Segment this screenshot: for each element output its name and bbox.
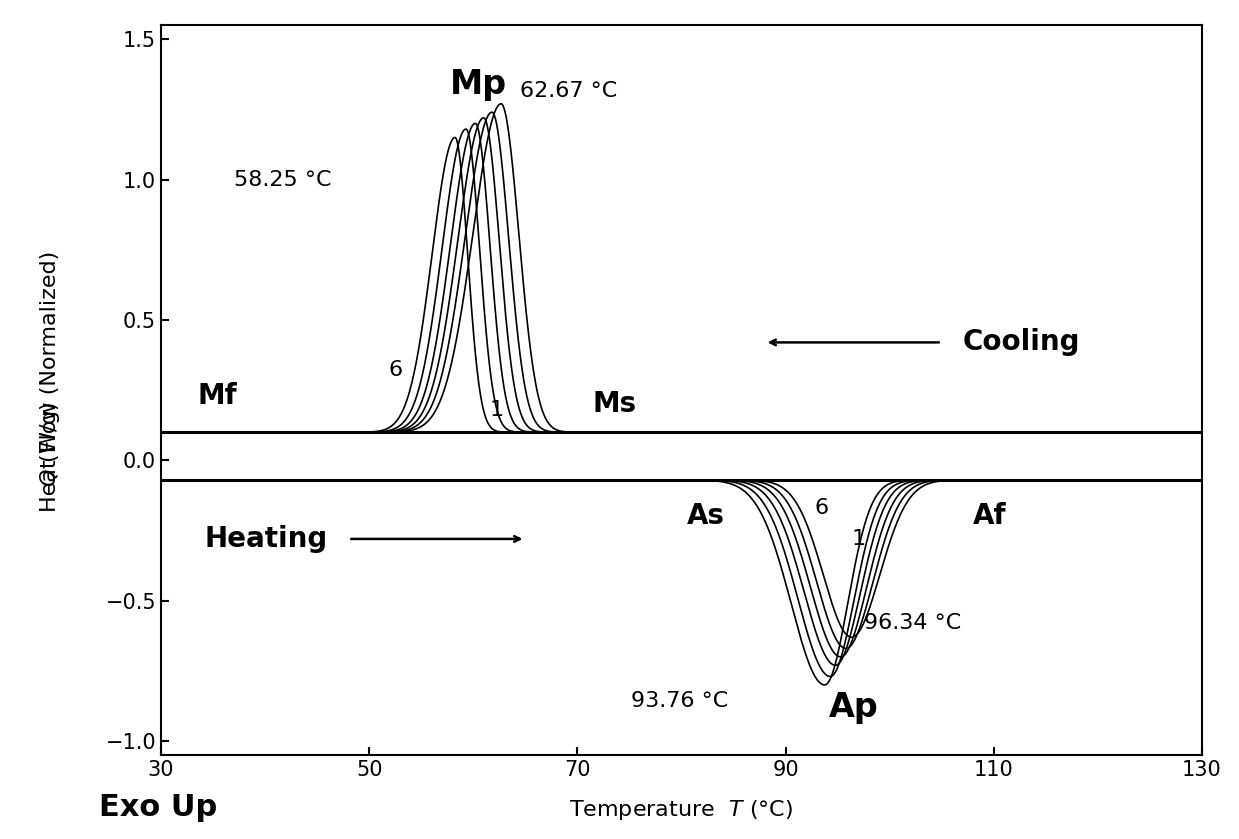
Text: Ap: Ap <box>829 690 878 723</box>
Text: 58.25 °C: 58.25 °C <box>234 169 331 190</box>
Text: Mf: Mf <box>197 382 237 409</box>
Text: Heating: Heating <box>204 525 327 553</box>
Text: Temperature  $T$ (°C): Temperature $T$ (°C) <box>570 798 793 822</box>
Text: 96.34 °C: 96.34 °C <box>864 613 960 633</box>
Text: 62.67 °C: 62.67 °C <box>520 81 617 101</box>
Text: As: As <box>686 503 725 530</box>
Text: $Q$ (W/g): $Q$ (W/g) <box>37 402 62 487</box>
Text: Cooling: Cooling <box>963 328 1080 357</box>
Text: Mp: Mp <box>450 68 507 101</box>
Text: 1: 1 <box>489 400 503 420</box>
Text: Heat Flow (Normalized): Heat Flow (Normalized) <box>40 243 59 512</box>
Text: 6: 6 <box>388 361 403 380</box>
Text: 6: 6 <box>815 498 829 518</box>
Text: Exo Up: Exo Up <box>99 793 217 822</box>
Text: Af: Af <box>973 503 1006 530</box>
Text: 1: 1 <box>851 529 866 549</box>
Text: Ms: Ms <box>593 390 637 418</box>
Text: 93.76 °C: 93.76 °C <box>631 690 729 711</box>
